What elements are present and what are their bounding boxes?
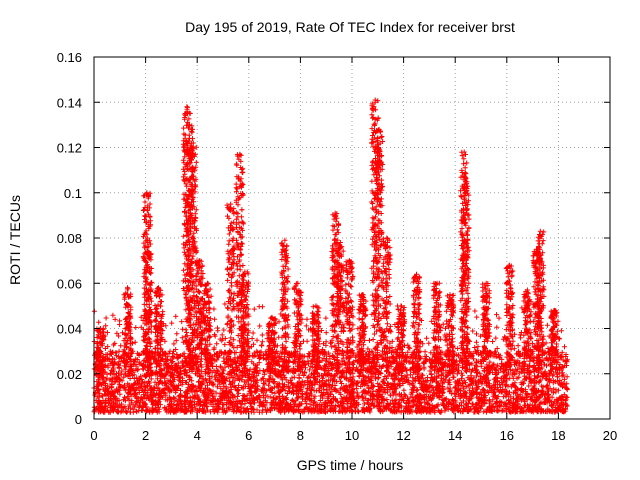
axis-ticks: 0 2 4 6 8 10 12 14 16 18 20 0 0.02 0.04 0.06 0.08 0.1 0.1… (57, 50, 618, 443)
x-tick-label: 20 (603, 428, 617, 443)
grid (94, 57, 610, 419)
y-tick-label: 0.04 (57, 322, 82, 337)
x-tick-label: 2 (142, 428, 149, 443)
x-tick-label: 18 (551, 428, 565, 443)
y-tick-label: 0.06 (57, 276, 82, 291)
x-tick-label: 16 (500, 428, 514, 443)
x-tick-label: 12 (396, 428, 410, 443)
x-tick-label: 10 (345, 428, 359, 443)
x-tick-label: 6 (245, 428, 252, 443)
roti-points (91, 97, 570, 415)
chart-title: Day 195 of 2019, Rate Of TEC Index for r… (185, 19, 515, 35)
y-tick-label: 0.08 (57, 231, 82, 246)
y-tick-label: 0.1 (64, 186, 82, 201)
y-axis-label: ROTI / TECUs (7, 195, 23, 285)
data-points (91, 97, 570, 415)
x-tick-label: 0 (90, 428, 97, 443)
y-tick-label: 0.12 (57, 141, 82, 156)
y-tick-label: 0.16 (57, 50, 82, 65)
y-tick-label: 0 (75, 412, 82, 427)
x-tick-label: 4 (194, 428, 201, 443)
x-axis-label: GPS time / hours (297, 457, 404, 473)
x-tick-label: 8 (297, 428, 304, 443)
y-tick-label: 0.14 (57, 95, 82, 110)
y-tick-label: 0.02 (57, 367, 82, 382)
x-tick-label: 14 (448, 428, 462, 443)
